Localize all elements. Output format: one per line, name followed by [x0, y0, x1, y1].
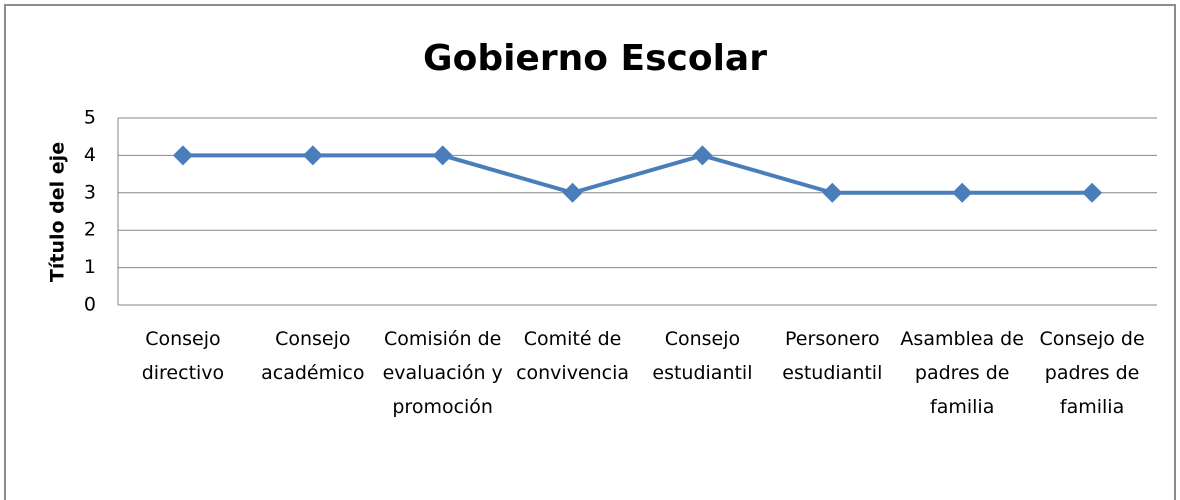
y-tick-label: 3 [84, 181, 96, 203]
y-tick-label: 4 [84, 144, 96, 166]
line-series [182, 153, 1093, 195]
x-tick-label: Consejo académico [261, 328, 365, 384]
y-tick-label: 1 [84, 256, 96, 278]
x-tick-label: Comité de convivencia [516, 328, 630, 384]
x-tick-label: Comisión de evaluación y promoción [382, 328, 503, 418]
marker [692, 145, 713, 166]
marker [432, 145, 453, 166]
x-tick-label: Asamblea de padres de familia [900, 328, 1024, 418]
y-axis-label: Título del eje [47, 142, 69, 282]
y-tick-label: 0 [84, 294, 96, 316]
marker [302, 145, 323, 166]
x-tick-label: Consejo directivo [141, 328, 225, 384]
marker [172, 145, 193, 166]
y-tick-label: 5 [84, 107, 96, 129]
chart-title: Gobierno Escolar [423, 38, 767, 79]
x-tick-label: Consejo estudiantil [652, 328, 753, 384]
y-tick-label: 2 [84, 219, 96, 241]
x-tick-label: Personero estudiantil [782, 328, 883, 384]
chart-border [4, 4, 1176, 500]
marker [952, 182, 973, 203]
marker [822, 182, 843, 203]
marker [1082, 182, 1103, 203]
x-tick-label: Consejo de padres de familia [1039, 328, 1145, 418]
marker [562, 182, 583, 203]
